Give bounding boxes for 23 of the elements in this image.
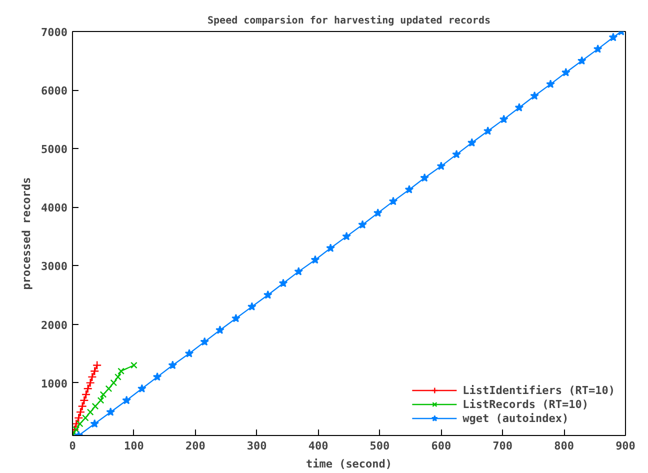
y-tick-label: 2000: [41, 318, 68, 332]
x-tick-label: 600: [431, 440, 452, 452]
x-tick-label: 100: [124, 440, 144, 452]
x-tick-label: 800: [554, 440, 574, 452]
x-tick-label: 300: [246, 440, 267, 452]
x-tick-label: 400: [308, 440, 328, 452]
x-tick-label: 500: [370, 440, 390, 452]
y-tick-label: 1000: [41, 377, 68, 390]
chart-title: Speed comparsion for harvesting updated records: [208, 14, 490, 26]
y-tick-label: 6000: [41, 84, 68, 98]
y-axis-title: processed records: [20, 177, 34, 290]
legend-label: wget (autoindex): [462, 411, 569, 425]
x-tick-label: 900: [616, 440, 636, 452]
x-tick-label: 700: [492, 440, 513, 452]
legend-label: ListRecords (RT=10): [462, 397, 589, 411]
y-tick-label: 4000: [41, 202, 68, 215]
y-tick-label: 5000: [41, 143, 68, 156]
x-tick-label: 0: [69, 440, 76, 452]
legend-label: ListIdentifiers (RT=10): [462, 383, 615, 397]
x-tick-label: 200: [185, 440, 206, 452]
x-axis-title: time (second): [306, 458, 392, 470]
y-tick-label: 7000: [41, 26, 68, 39]
y-tick-label: 3000: [41, 260, 68, 274]
